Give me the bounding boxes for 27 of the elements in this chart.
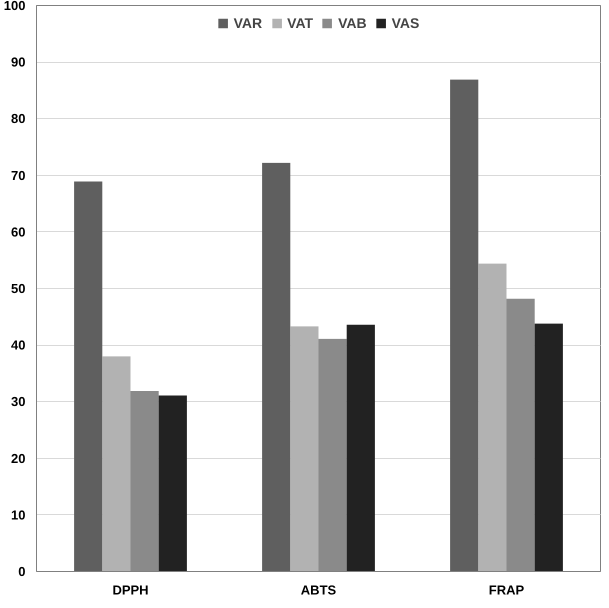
bar xyxy=(346,324,375,572)
y-tick-label: 100 xyxy=(4,0,26,13)
legend-label: VAT xyxy=(287,15,314,31)
y-tick-label: 70 xyxy=(11,168,26,183)
bar xyxy=(534,324,563,572)
y-tick-label: 80 xyxy=(11,111,26,126)
legend-label: VAB xyxy=(338,15,367,31)
bar xyxy=(450,80,478,572)
bar xyxy=(290,326,318,572)
y-tick-label: 50 xyxy=(11,281,26,296)
x-tick-label: FRAP xyxy=(488,582,525,598)
bar xyxy=(158,395,187,572)
y-tick-label: 60 xyxy=(11,224,26,240)
legend-label: VAR xyxy=(234,15,262,31)
y-tick-label: 90 xyxy=(11,54,26,70)
x-tick-label: DPPH xyxy=(112,582,149,598)
x-tick-label: ABTS xyxy=(300,582,337,598)
y-tick-label: 20 xyxy=(11,450,26,466)
legend-label: VAS xyxy=(392,15,420,31)
bar xyxy=(74,182,102,572)
y-tick-label: 0 xyxy=(18,564,26,579)
y-tick-label: 40 xyxy=(11,338,26,353)
bar xyxy=(102,356,130,572)
bar xyxy=(478,264,506,572)
bar xyxy=(262,162,290,572)
y-tick-label: 10 xyxy=(11,507,26,522)
y-tick-label: 30 xyxy=(11,394,26,410)
